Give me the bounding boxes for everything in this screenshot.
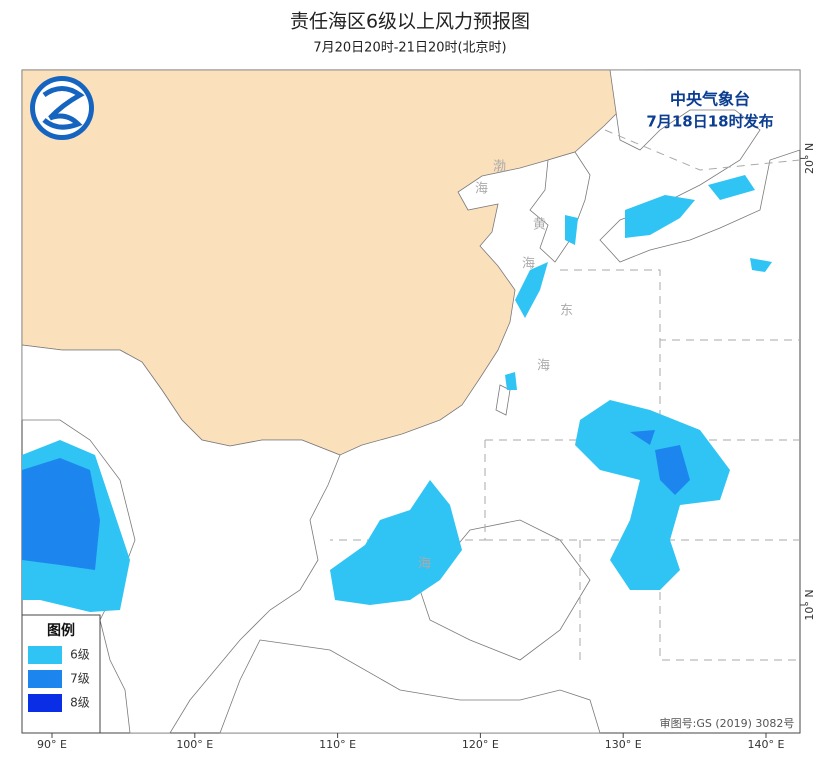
legend-label: 6级 bbox=[70, 648, 90, 662]
sea-label: 海 bbox=[475, 182, 488, 197]
sea-label: 海 bbox=[418, 557, 431, 572]
legend-label: 8级 bbox=[70, 696, 90, 710]
issuer-name: 中央气象台 bbox=[670, 90, 750, 109]
issuer-time: 7月18日18时发布 bbox=[646, 113, 773, 131]
sea-label: 海 bbox=[522, 257, 535, 272]
legend-swatch bbox=[28, 670, 62, 688]
sea-label: 东 bbox=[560, 304, 573, 319]
title: 责任海区6级以上风力预报图 bbox=[290, 11, 530, 33]
approval-number: 审图号:GS (2019) 3082号 bbox=[660, 716, 795, 730]
lon-label: 90° E bbox=[37, 738, 67, 751]
legend-label: 7级 bbox=[70, 672, 90, 686]
lon-label: 120° E bbox=[462, 738, 499, 751]
lon-label: 140° E bbox=[748, 738, 785, 751]
wind-areas bbox=[22, 175, 772, 612]
lat-label: 10° N bbox=[803, 589, 816, 620]
legend-swatch bbox=[28, 646, 62, 664]
subtitle: 7月20日20时-21日20时(北京时) bbox=[313, 41, 506, 56]
lon-label: 100° E bbox=[176, 738, 213, 751]
logo bbox=[30, 76, 94, 140]
sea-label: 黄 bbox=[533, 218, 546, 233]
lon-label: 110° E bbox=[319, 738, 356, 751]
land bbox=[21, 69, 801, 734]
legend-swatch bbox=[28, 694, 62, 712]
sea-label: 海 bbox=[537, 359, 550, 374]
sea-label: 渤 bbox=[493, 159, 506, 175]
sea-labels: 渤 海 黄 海 东 海 海 bbox=[418, 159, 573, 572]
legend-title: 图例 bbox=[47, 622, 75, 639]
lon-label: 130° E bbox=[605, 738, 642, 751]
lat-label: 20° N bbox=[803, 143, 816, 174]
